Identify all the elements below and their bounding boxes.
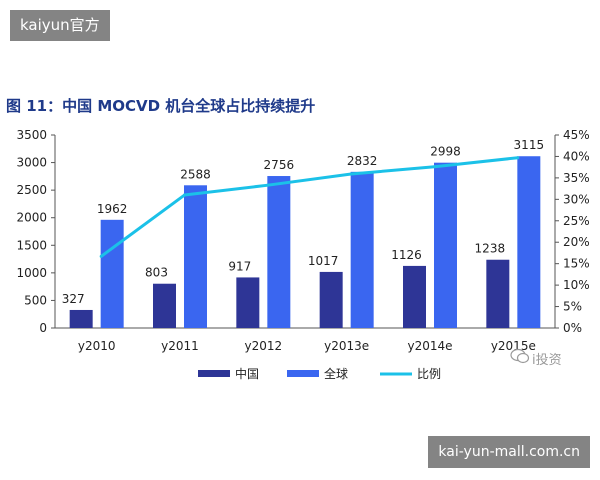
bar-value-label: 1017 — [308, 254, 339, 268]
left-tick-label: 500 — [24, 293, 47, 307]
right-tick-label: 35% — [563, 171, 590, 185]
legend-swatch — [287, 370, 319, 377]
bar-china — [153, 283, 176, 328]
bar-value-label: 1238 — [475, 242, 506, 256]
category-label: y2012 — [245, 339, 283, 353]
bar-global — [434, 162, 457, 328]
bar-value-label: 1126 — [391, 248, 422, 262]
left-tick-label: 0 — [39, 321, 47, 335]
right-tick-label: 45% — [563, 128, 590, 142]
watermark-text: i投资 — [532, 353, 562, 368]
bar-value-label: 2832 — [347, 154, 378, 168]
left-tick-label: 3000 — [16, 156, 47, 170]
bar-global — [267, 176, 291, 328]
bar-value-label: 3115 — [514, 138, 545, 152]
bar-china — [403, 265, 426, 328]
left-tick-label: 1500 — [16, 238, 47, 252]
left-tick-label: 1000 — [16, 266, 47, 280]
right-tick-label: 10% — [563, 278, 590, 292]
bar-value-label: 917 — [228, 259, 251, 273]
right-tick-label: 5% — [563, 300, 582, 314]
bar-global — [350, 171, 374, 328]
category-labels: y2010 y2011 y2012 y2013e y2014e y2015e — [78, 339, 536, 353]
legend-swatch — [198, 370, 230, 377]
bar-china — [69, 309, 93, 328]
category-label: y2015e — [491, 339, 536, 353]
ratio-point — [266, 183, 270, 187]
bar-value-label: 803 — [145, 266, 168, 280]
bar-value-label: 1962 — [97, 202, 128, 216]
category-label: y2010 — [78, 339, 116, 353]
top-badge: kaiyun官方 — [10, 10, 110, 41]
category-label: y2014e — [407, 339, 452, 353]
ratio-point — [433, 165, 436, 169]
left-tick-label: 2500 — [16, 183, 47, 197]
ratio-point — [516, 156, 520, 160]
bar-global — [517, 156, 541, 328]
right-tick-label: 40% — [563, 149, 590, 163]
ratio-polyline — [100, 156, 518, 258]
bar-global — [184, 185, 207, 328]
bars: 327 803 917 1017 1126 1238 1962 2588 2756 2832 299… — [62, 138, 544, 328]
left-tick-label: 3500 — [16, 128, 47, 142]
left-tick-label: 2000 — [16, 211, 47, 225]
ratio-point — [183, 193, 186, 197]
bar-china — [486, 259, 510, 328]
wechat-icon — [510, 348, 530, 364]
chart-title: 图 11：中国 MOCVD 机台全球占比持续提升 — [6, 97, 316, 115]
category-label: y2011 — [161, 339, 199, 353]
right-tick-label: 20% — [563, 235, 590, 249]
right-tick-label: 0% — [563, 321, 582, 335]
left-axis: 0 500 1000 1500 2000 2500 3000 3500 — [16, 128, 555, 335]
bar-value-label: 2756 — [264, 158, 295, 172]
bottom-badge: kai-yun-mall.com.cn — [428, 436, 590, 468]
right-tick-label: 25% — [563, 214, 590, 228]
ratio-line — [99, 156, 520, 258]
bar-value-label: 2998 — [430, 145, 461, 159]
right-axis: 0% 5% 10% 15% 20% 25% 30% 35% 40% 45% — [554, 128, 590, 335]
right-tick-label: 30% — [563, 192, 590, 206]
bar-china — [319, 271, 343, 328]
category-label: y2013e — [324, 339, 369, 353]
bar-value-label: 2588 — [180, 167, 211, 181]
legend-label: 全球 — [324, 366, 348, 381]
ratio-point — [99, 254, 103, 258]
bar-china — [236, 277, 260, 328]
chart: 0 500 1000 1500 2000 2500 3000 3500 0% 5% 10% 15% 2… — [16, 128, 590, 381]
bar-global — [100, 219, 124, 328]
legend-label: 中国 — [235, 366, 259, 381]
ratio-point — [349, 172, 353, 176]
legend-label: 比例 — [417, 367, 441, 381]
bar-value-label: 327 — [62, 292, 85, 306]
right-tick-label: 15% — [563, 257, 590, 271]
legend: 中国 全球 比例 — [198, 366, 441, 381]
